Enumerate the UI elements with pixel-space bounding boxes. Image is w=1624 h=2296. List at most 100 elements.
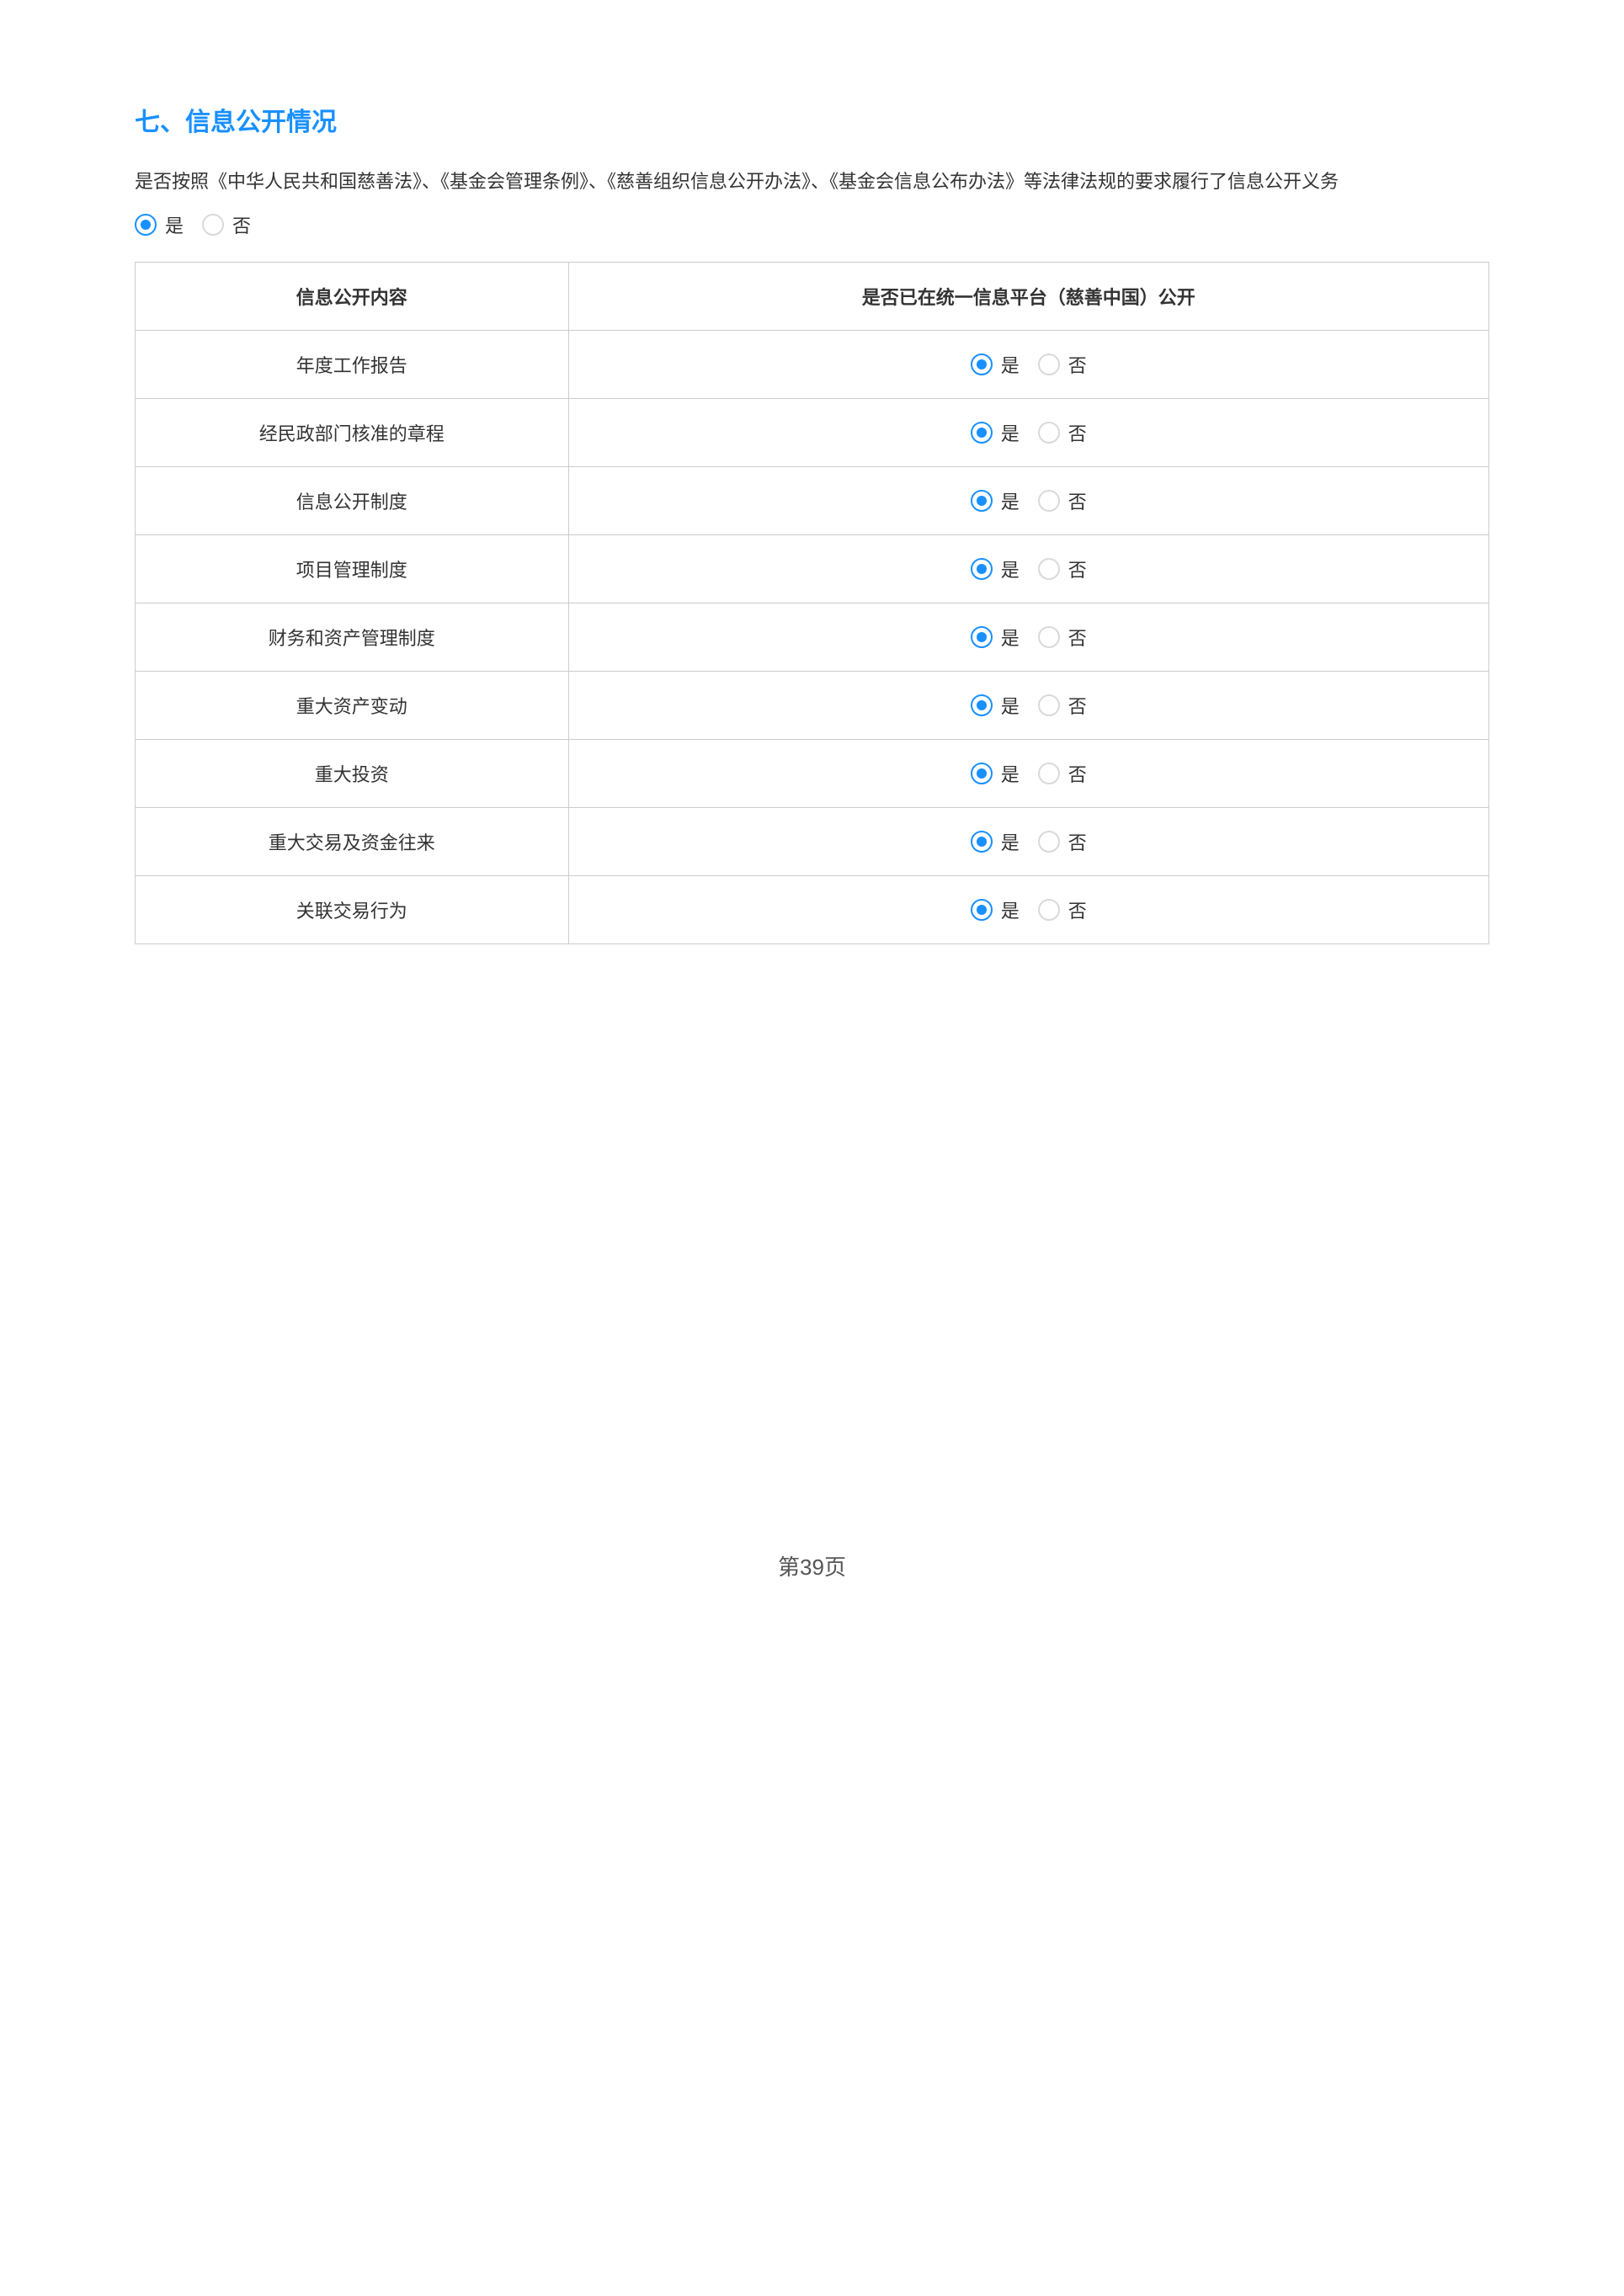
table-cell-radio: 是否 [568, 672, 1488, 740]
radio-label-yes: 是 [1001, 351, 1020, 378]
table-cell-radio: 是否 [568, 535, 1488, 603]
table-cell-label: 经民政部门核准的章程 [136, 399, 569, 467]
row-radio-group: 是否 [579, 828, 1478, 855]
table-header-col1: 信息公开内容 [136, 263, 569, 331]
row-radio-group: 是否 [579, 487, 1478, 514]
table-row: 财务和资产管理制度是否 [136, 603, 1489, 672]
row-radio-yes[interactable]: 是 [971, 624, 1020, 651]
table-row: 信息公开制度是否 [136, 467, 1489, 535]
radio-label-no: 否 [1068, 828, 1087, 855]
radio-checked-icon [971, 490, 993, 512]
row-radio-no[interactable]: 否 [1038, 555, 1087, 582]
row-radio-yes[interactable]: 是 [971, 828, 1020, 855]
row-radio-group: 是否 [579, 692, 1478, 719]
row-radio-no[interactable]: 否 [1038, 828, 1087, 855]
radio-label-yes: 是 [1001, 896, 1020, 923]
radio-checked-icon [971, 353, 993, 375]
row-radio-group: 是否 [579, 896, 1478, 923]
radio-label-no: 否 [1068, 896, 1087, 923]
row-radio-group: 是否 [579, 419, 1478, 446]
disclosure-table: 信息公开内容 是否已在统一信息平台（慈善中国）公开 年度工作报告是否经民政部门核… [135, 262, 1489, 944]
radio-checked-icon [971, 422, 993, 444]
page-number: 第39页 [135, 1550, 1489, 1581]
radio-label-no: 否 [232, 211, 251, 238]
radio-unchecked-icon [1038, 763, 1060, 784]
table-cell-label: 重大投资 [136, 740, 569, 808]
row-radio-no[interactable]: 否 [1038, 624, 1087, 651]
radio-label-yes: 是 [1001, 692, 1020, 719]
table-row: 重大交易及资金往来是否 [136, 808, 1489, 876]
radio-label-yes: 是 [165, 211, 184, 238]
table-cell-radio: 是否 [568, 399, 1488, 467]
table-row: 重大资产变动是否 [136, 672, 1489, 740]
table-header-row: 信息公开内容 是否已在统一信息平台（慈善中国）公开 [136, 263, 1489, 331]
radio-unchecked-icon [1038, 626, 1060, 648]
row-radio-yes[interactable]: 是 [971, 896, 1020, 923]
radio-unchecked-icon [1038, 831, 1060, 853]
row-radio-no[interactable]: 否 [1038, 487, 1087, 514]
radio-label-yes: 是 [1001, 555, 1020, 582]
row-radio-yes[interactable]: 是 [971, 351, 1020, 378]
table-cell-label: 重大资产变动 [136, 672, 569, 740]
radio-checked-icon [971, 694, 993, 716]
section-title: 七、信息公开情况 [135, 101, 1489, 138]
table-cell-label: 重大交易及资金往来 [136, 808, 569, 876]
row-radio-yes[interactable]: 是 [971, 692, 1020, 719]
table-header-col2: 是否已在统一信息平台（慈善中国）公开 [568, 263, 1488, 331]
table-row: 年度工作报告是否 [136, 331, 1489, 399]
row-radio-no[interactable]: 否 [1038, 896, 1087, 923]
radio-label-no: 否 [1068, 487, 1087, 514]
row-radio-yes[interactable]: 是 [971, 760, 1020, 787]
row-radio-group: 是否 [579, 624, 1478, 651]
radio-unchecked-icon [202, 214, 224, 236]
row-radio-no[interactable]: 否 [1038, 760, 1087, 787]
radio-label-yes: 是 [1001, 624, 1020, 651]
table-cell-radio: 是否 [568, 876, 1488, 944]
radio-label-no: 否 [1068, 760, 1087, 787]
row-radio-group: 是否 [579, 351, 1478, 378]
main-radio-group: 是 否 [135, 211, 1489, 238]
row-radio-yes[interactable]: 是 [971, 555, 1020, 582]
table-cell-label: 项目管理制度 [136, 535, 569, 603]
table-cell-label: 信息公开制度 [136, 467, 569, 535]
main-radio-yes[interactable]: 是 [135, 211, 184, 238]
question-text: 是否按照《中华人民共和国慈善法》、《基金会管理条例》、《慈善组织信息公开办法》、… [135, 167, 1489, 196]
radio-checked-icon [135, 214, 157, 236]
radio-label-no: 否 [1068, 555, 1087, 582]
row-radio-no[interactable]: 否 [1038, 692, 1087, 719]
table-cell-radio: 是否 [568, 603, 1488, 672]
table-cell-label: 关联交易行为 [136, 876, 569, 944]
table-cell-radio: 是否 [568, 808, 1488, 876]
page-container: 七、信息公开情况 是否按照《中华人民共和国慈善法》、《基金会管理条例》、《慈善组… [135, 101, 1489, 1581]
table-row: 重大投资是否 [136, 740, 1489, 808]
radio-label-no: 否 [1068, 419, 1087, 446]
row-radio-group: 是否 [579, 555, 1478, 582]
radio-checked-icon [971, 831, 993, 853]
radio-checked-icon [971, 558, 993, 580]
radio-unchecked-icon [1038, 353, 1060, 375]
radio-label-yes: 是 [1001, 487, 1020, 514]
radio-checked-icon [971, 626, 993, 648]
radio-unchecked-icon [1038, 899, 1060, 921]
radio-label-yes: 是 [1001, 828, 1020, 855]
table-row: 项目管理制度是否 [136, 535, 1489, 603]
radio-unchecked-icon [1038, 558, 1060, 580]
table-cell-radio: 是否 [568, 331, 1488, 399]
table-cell-label: 财务和资产管理制度 [136, 603, 569, 672]
table-row: 经民政部门核准的章程是否 [136, 399, 1489, 467]
table-row: 关联交易行为是否 [136, 876, 1489, 944]
radio-unchecked-icon [1038, 422, 1060, 444]
radio-unchecked-icon [1038, 490, 1060, 512]
radio-label-no: 否 [1068, 351, 1087, 378]
row-radio-no[interactable]: 否 [1038, 419, 1087, 446]
row-radio-no[interactable]: 否 [1038, 351, 1087, 378]
radio-label-no: 否 [1068, 624, 1087, 651]
row-radio-group: 是否 [579, 760, 1478, 787]
row-radio-yes[interactable]: 是 [971, 487, 1020, 514]
radio-label-yes: 是 [1001, 419, 1020, 446]
main-radio-no[interactable]: 否 [202, 211, 251, 238]
table-cell-radio: 是否 [568, 740, 1488, 808]
row-radio-yes[interactable]: 是 [971, 419, 1020, 446]
radio-checked-icon [971, 899, 993, 921]
table-cell-label: 年度工作报告 [136, 331, 569, 399]
